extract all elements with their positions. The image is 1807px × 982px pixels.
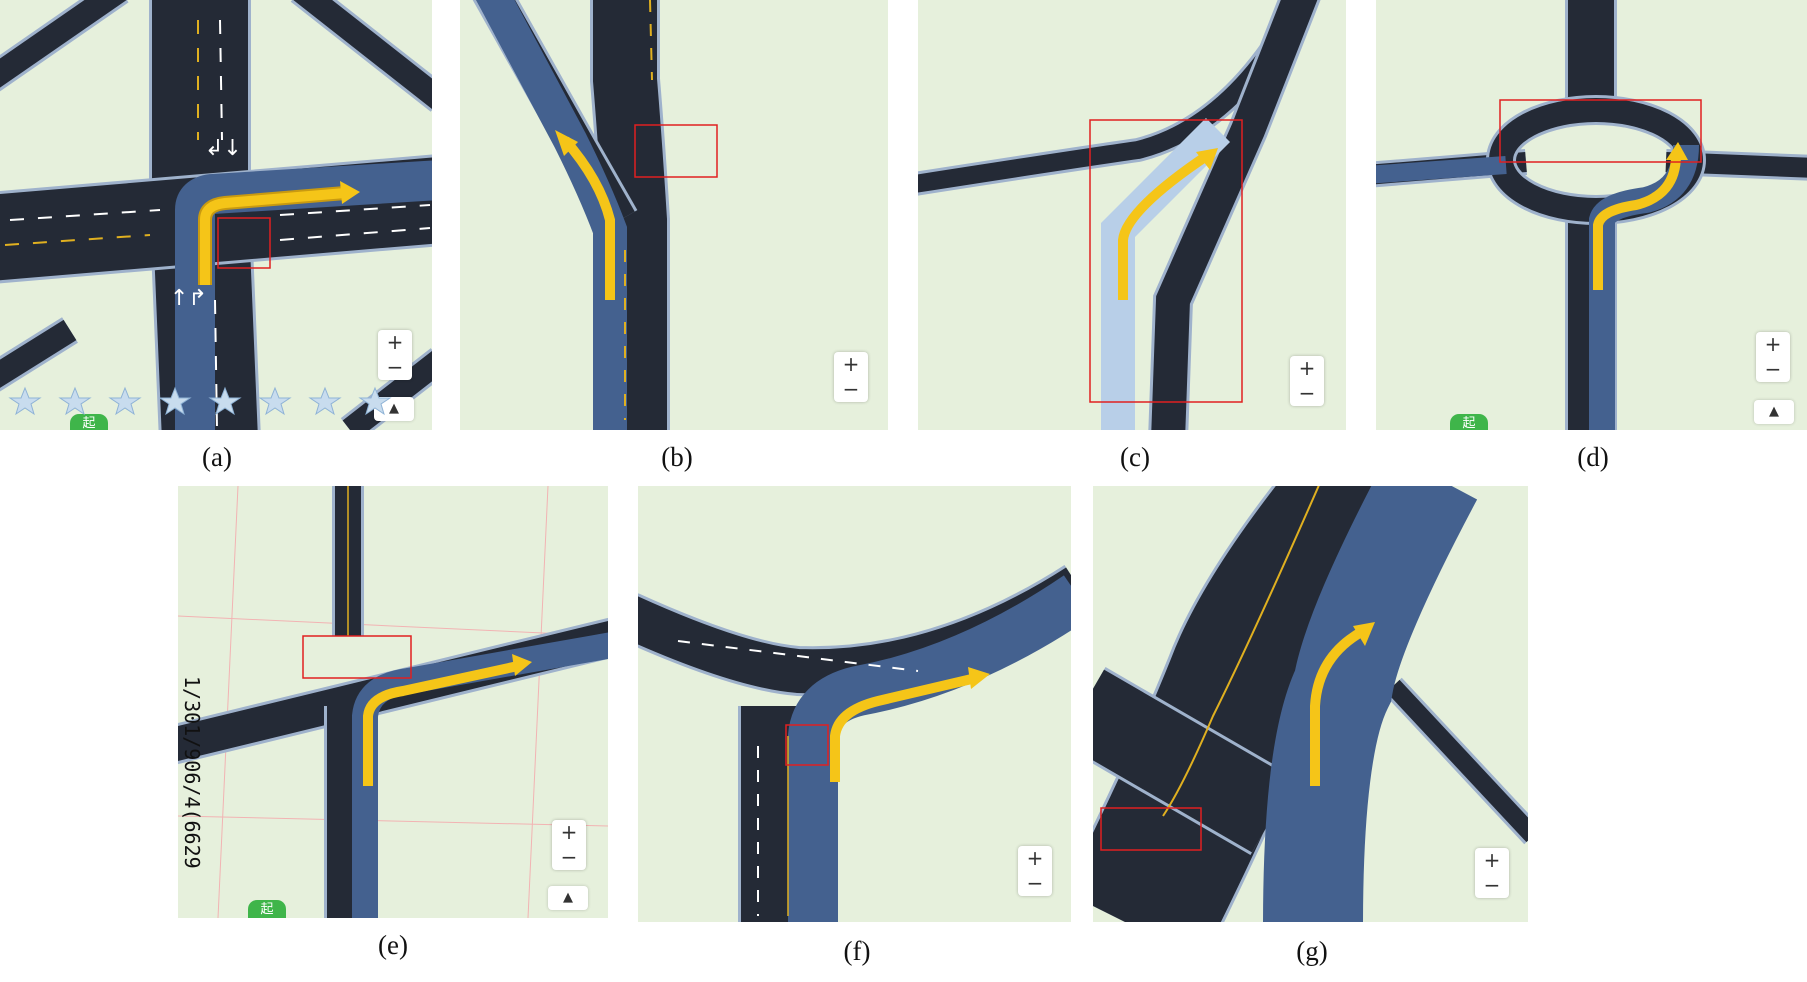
zoom-in-button-d[interactable]: + xyxy=(1764,332,1782,356)
caption-d: (d) xyxy=(1577,442,1609,472)
zoom-control-b[interactable]: + − xyxy=(834,352,868,402)
map-canvas-b xyxy=(472,0,718,430)
map-panel-e: 1/301/906/4(6629 + − ▲ 起 xyxy=(178,486,608,918)
zoom-control-d[interactable]: + − xyxy=(1756,332,1790,382)
highlight-box-e xyxy=(302,635,412,679)
map-canvas-g xyxy=(1093,486,1528,922)
highlight-box-a xyxy=(217,217,271,269)
svg-text:↑↱: ↑↱ xyxy=(170,286,207,311)
caption-b: (b) xyxy=(661,442,693,472)
highlight-box-b xyxy=(634,124,718,178)
start-badge-d: 起 xyxy=(1450,414,1488,430)
zoom-control-c[interactable]: + − xyxy=(1290,356,1324,406)
zoom-in-button-g[interactable]: + xyxy=(1483,848,1501,872)
start-badge-a: 起 xyxy=(70,414,108,430)
side-text-e: 1/301/906/4(6629 xyxy=(180,676,204,869)
highlight-box-f xyxy=(785,724,829,766)
map-panel-f: + − xyxy=(638,486,1071,922)
zoom-in-button-c[interactable]: + xyxy=(1298,356,1316,380)
caption-a: (a) xyxy=(202,442,232,472)
highlight-box-d xyxy=(1499,99,1702,163)
zoom-control-f[interactable]: + − xyxy=(1018,846,1052,896)
caption-e: (e) xyxy=(378,930,408,960)
start-badge-e: 起 xyxy=(248,900,286,918)
zoom-out-button-g[interactable]: − xyxy=(1483,873,1501,897)
caption-f: (f) xyxy=(843,936,871,966)
zoom-out-button-f[interactable]: − xyxy=(1026,871,1044,895)
navigation-arrow-icon[interactable]: ▲ xyxy=(1754,400,1794,424)
zoom-out-button-e[interactable]: − xyxy=(560,845,578,869)
map-canvas-a: ↲↓ ↑↱ xyxy=(0,0,432,430)
zoom-out-button-d[interactable]: − xyxy=(1764,357,1782,381)
navigation-arrow-icon[interactable]: ▲ xyxy=(548,886,588,910)
zoom-control-e[interactable]: + − xyxy=(552,820,586,870)
map-canvas-c xyxy=(918,0,1321,430)
map-canvas-d xyxy=(1376,0,1807,430)
map-canvas-e xyxy=(178,486,608,918)
map-panel-a: ↲↓ ↑↱ + − ▲ 起 xyxy=(0,0,432,430)
highlight-box-c xyxy=(1089,119,1243,403)
zoom-in-button-a[interactable]: + xyxy=(386,330,404,354)
map-panel-b: + − xyxy=(460,0,888,430)
svg-text:↲↓: ↲↓ xyxy=(205,136,242,161)
zoom-in-button-e[interactable]: + xyxy=(560,820,578,844)
zoom-control-g[interactable]: + − xyxy=(1475,848,1509,898)
highlight-box-g xyxy=(1100,807,1202,851)
zoom-out-button-a[interactable]: − xyxy=(386,355,404,379)
caption-g: (g) xyxy=(1296,936,1328,966)
zoom-out-button-b[interactable]: − xyxy=(842,377,860,401)
zoom-in-button-f[interactable]: + xyxy=(1026,846,1044,870)
map-panel-d: + − ▲ 起 xyxy=(1376,0,1807,430)
map-canvas-f xyxy=(638,564,1071,922)
lane-star-bar-a xyxy=(0,384,432,416)
caption-c: (c) xyxy=(1120,442,1150,472)
zoom-control-a[interactable]: + − xyxy=(378,330,412,380)
map-panel-g: + − xyxy=(1093,486,1528,922)
map-panel-c: + − xyxy=(918,0,1346,430)
zoom-in-button-b[interactable]: + xyxy=(842,352,860,376)
zoom-out-button-c[interactable]: − xyxy=(1298,381,1316,405)
